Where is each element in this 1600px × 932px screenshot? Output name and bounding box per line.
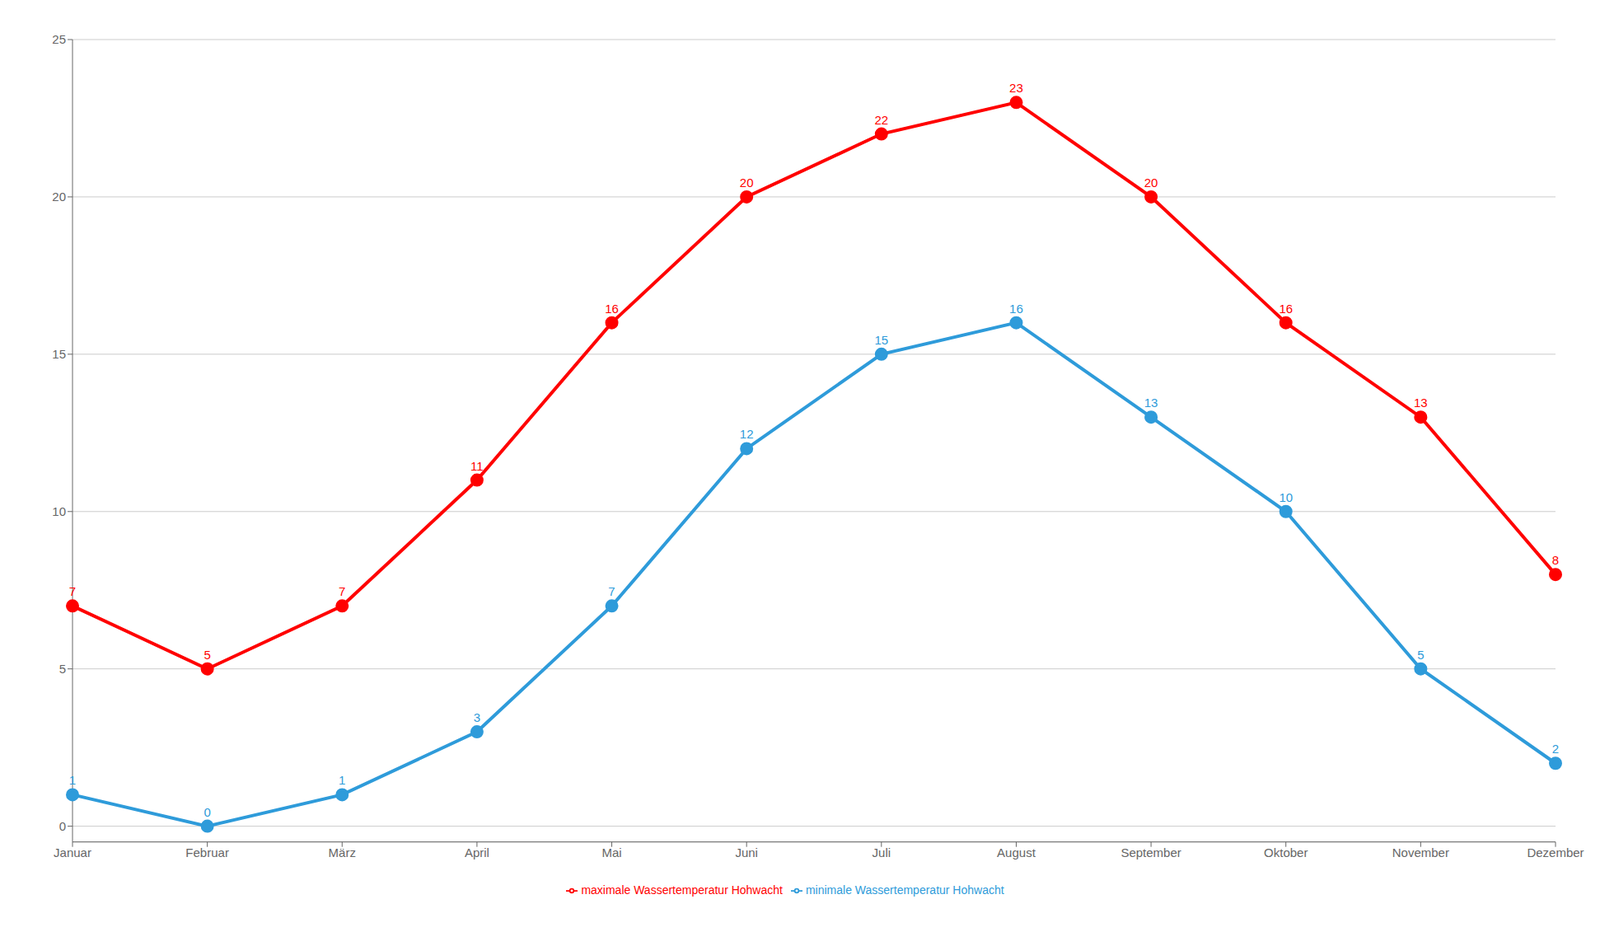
svg-text:10: 10 [1278,490,1293,505]
svg-text:5: 5 [1417,647,1424,662]
svg-text:15: 15 [51,346,66,361]
svg-text:0: 0 [59,818,66,833]
html-text:maximale Wassertemperatur Hohw: maximale Wassertemperatur Hohwacht [581,882,783,897]
svg-text:22: 22 [874,112,889,127]
svg-text:7: 7 [608,584,615,599]
svg-text:April: April [464,845,490,860]
svg-text:Juli: Juli [872,845,892,860]
svg-text:1: 1 [69,772,76,787]
svg-text:September: September [1120,845,1181,860]
svg-text:25: 25 [51,32,66,47]
svg-text:23: 23 [1009,80,1024,95]
svg-text:7: 7 [69,584,76,599]
svg-text:15: 15 [874,332,889,347]
svg-text:20: 20 [51,189,66,204]
svg-text:8: 8 [1552,552,1559,567]
svg-text:März: März [328,845,356,860]
svg-text:5: 5 [203,647,211,662]
svg-text:7: 7 [338,584,346,599]
svg-text:5: 5 [59,661,66,676]
svg-text:0: 0 [203,804,211,819]
svg-text:11: 11 [470,458,484,473]
svg-text:Oktober: Oktober [1263,845,1308,860]
svg-text:1: 1 [338,772,346,787]
svg-text:12: 12 [739,426,754,441]
svg-text:13: 13 [1413,395,1428,410]
svg-text:Februar: Februar [185,845,230,860]
svg-text:10: 10 [51,504,66,519]
svg-text:Juni: Juni [734,845,758,860]
html-text:minimale Wassertemperatur Hohw: minimale Wassertemperatur Hohwacht [805,882,1004,897]
svg-text:Mai: Mai [601,845,622,860]
svg-text:Januar: Januar [53,845,92,860]
svg-text:16: 16 [604,301,619,316]
svg-text:August: August [996,845,1037,860]
svg-text:2: 2 [1552,741,1559,756]
svg-text:16: 16 [1278,301,1293,316]
svg-text:20: 20 [1144,175,1159,190]
svg-text:16: 16 [1009,301,1024,316]
svg-text:3: 3 [473,710,481,725]
svg-text:Dezember: Dezember [1526,845,1584,860]
svg-text:November: November [1392,845,1450,860]
svg-text:13: 13 [1144,395,1159,410]
svg-text:20: 20 [739,175,754,190]
